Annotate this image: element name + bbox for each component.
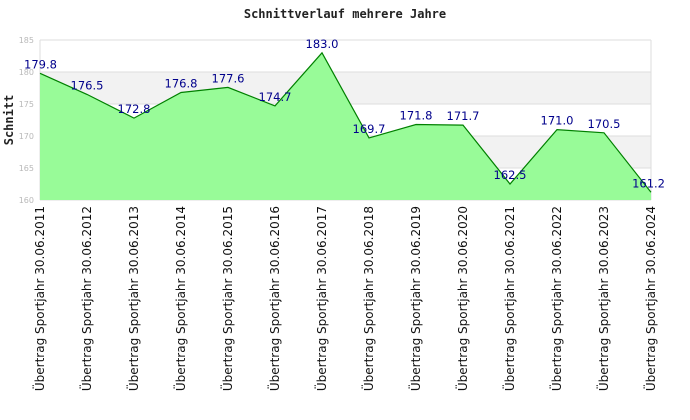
x-tick-label: Übertrag Sportjahr 30.06.2014: [172, 206, 188, 391]
x-tick-label: Übertrag Sportjahr 30.06.2013: [125, 206, 141, 391]
x-tick-label: Übertrag Sportjahr 30.06.2016: [266, 206, 282, 391]
x-tick-label: Übertrag Sportjahr 30.06.2012: [78, 206, 94, 391]
y-tick-label: 165: [19, 164, 34, 173]
data-label: 179.8: [24, 57, 57, 71]
chart-title: Schnittverlauf mehrere Jahre: [244, 7, 446, 21]
data-label: 177.6: [212, 71, 245, 85]
area-fill: [40, 52, 651, 200]
data-label: 171.0: [541, 114, 574, 128]
y-tick-label: 160: [19, 196, 34, 205]
x-tick-label: Übertrag Sportjahr 30.06.2022: [548, 206, 564, 391]
x-tick-label: Übertrag Sportjahr 30.06.2021: [501, 206, 517, 391]
data-label: 176.8: [165, 76, 198, 90]
x-tick-labels: Übertrag Sportjahr 30.06.2011 Übertrag Sp…: [31, 206, 658, 391]
data-label: 170.5: [588, 117, 621, 131]
data-label: 162.5: [494, 168, 527, 182]
series-area: [39, 51, 652, 200]
x-tick-label: Übertrag Sportjahr 30.06.2017: [313, 206, 329, 391]
y-tick-labels: 160 165 170 175 180 185: [19, 36, 34, 205]
data-label: 172.8: [118, 102, 151, 116]
data-label: 171.8: [400, 108, 433, 122]
y-tick-label: 170: [19, 132, 34, 141]
data-label: 176.5: [71, 78, 104, 92]
plot-band: [40, 40, 651, 72]
x-tick-label: Übertrag Sportjahr 30.06.2019: [407, 206, 423, 391]
y-tick-label: 180: [19, 68, 34, 77]
data-label: 171.7: [447, 109, 480, 123]
x-tick-label: Übertrag Sportjahr 30.06.2015: [219, 206, 235, 391]
data-labels: 179.8 176.5 172.8 176.8 177.6 174.7 183.0 169.7…: [24, 37, 665, 191]
data-label: 183.0: [306, 37, 339, 51]
series-line: [39, 51, 652, 193]
x-tick-label: Übertrag Sportjahr 30.06.2011: [31, 206, 47, 391]
x-tick-label: Übertrag Sportjahr 30.06.2018: [360, 206, 376, 391]
y-tick-label: 185: [19, 36, 34, 45]
x-tick-label: Übertrag Sportjahr 30.06.2023: [595, 206, 611, 391]
data-label: 169.7: [353, 122, 386, 136]
data-label: 174.7: [259, 90, 292, 104]
x-tick-label: Übertrag Sportjahr 30.06.2024: [642, 206, 658, 391]
data-label: 161.2: [632, 176, 665, 190]
y-tick-label: 175: [19, 100, 34, 109]
x-tick-label: Übertrag Sportjahr 30.06.2020: [454, 206, 470, 391]
y-axis-label: Schnitt: [2, 95, 16, 146]
